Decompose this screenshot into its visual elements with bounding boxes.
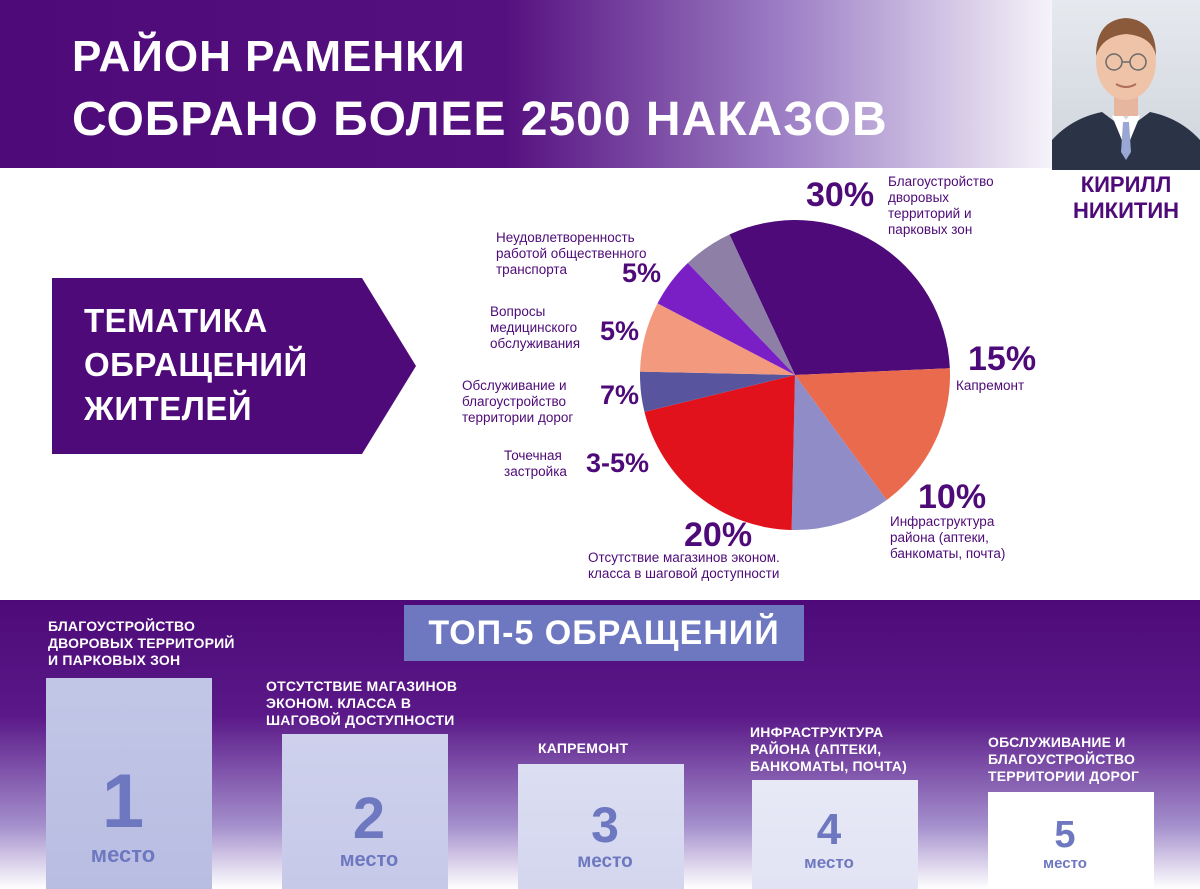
portrait-illustration: [1052, 18, 1200, 170]
pie-category-label: Инфраструктура района (аптеки, банкоматы…: [890, 514, 1006, 561]
pie-category-label: Обслуживание и благоустройство территори…: [462, 378, 574, 425]
header-banner: РАЙОН РАМЕНКИ СОБРАНО БОЛЕЕ 2500 НАКАЗОВ: [0, 0, 1200, 168]
rank-3-place: место: [577, 851, 633, 872]
pie-slice-4: [640, 371, 795, 412]
pie-value-label: 5%: [622, 258, 662, 288]
pie-slice-7: [687, 234, 795, 375]
rank-4-bar: [752, 780, 918, 889]
rank-5-title: ОБСЛУЖИВАНИЕ И БЛАГОУСТРОЙСТВО ТЕРРИТОРИ…: [988, 734, 1140, 784]
pie-slice-6: [657, 263, 795, 375]
pie-category-label: Точечная застройка: [504, 448, 567, 479]
rank-4-place: место: [804, 853, 854, 872]
rank-1-number: 1: [101, 759, 145, 844]
rank-3-bar: [518, 764, 684, 889]
rank-3-title: КАПРЕМОНТ: [538, 740, 629, 756]
person-photo: [1052, 0, 1200, 170]
pie-value-label: 7%: [600, 380, 640, 410]
rank-2-title: ОТСУТСТВИЕ МАГАЗИНОВ ЭКОНОМ. КЛАССА В ША…: [266, 678, 458, 728]
rank-1-place: место: [90, 842, 156, 867]
page-title-line-1: РАЙОН РАМЕНКИ: [72, 32, 466, 81]
pie-value-label: 30%: [806, 176, 875, 214]
pie-slice-1: [795, 368, 950, 500]
rank-5-number: 5: [1054, 814, 1076, 856]
theme-title-line-2: ОБРАЩЕНИЙ: [84, 346, 308, 383]
rank-2-bar: [282, 734, 448, 889]
pie-value-label: 15%: [968, 340, 1037, 378]
pie-value-label: 3-5%: [586, 448, 650, 478]
theme-title-line-3: ЖИТЕЛЕЙ: [84, 390, 253, 427]
pie-category-label: Отсутствие магазинов эконом. класса в ша…: [588, 550, 780, 581]
person-name: КИРИЛЛ НИКИТИН: [1060, 172, 1192, 224]
pie-value-label: 5%: [600, 316, 640, 346]
person-first-name: КИРИЛЛ: [1080, 172, 1172, 197]
pie-category-label: Неудовлетворенность работой общественног…: [496, 230, 647, 277]
rank-1-title: БЛАГОУСТРОЙСТВО ДВОРОВЫХ ТЕРРИТОРИЙ И ПА…: [48, 618, 235, 668]
person-last-name: НИКИТИН: [1072, 198, 1180, 223]
pie-slice-2: [791, 375, 887, 530]
rank-5-place: место: [1043, 855, 1087, 872]
top5-title: ТОП-5 ОБРАЩЕНИЙ: [404, 605, 804, 661]
rank-5-bar: [988, 792, 1154, 889]
pie-value-label: 10%: [918, 478, 987, 516]
rank-4-number: 4: [816, 805, 842, 854]
rank-1-bar: [46, 678, 212, 889]
rank-2-number: 2: [352, 786, 386, 851]
theme-arrow-shape: [52, 278, 416, 454]
rank-3-number: 3: [591, 797, 619, 853]
pie-slice-5: [640, 303, 795, 375]
page-title-line-2: СОБРАНО БОЛЕЕ 2500 НАКАЗОВ: [72, 93, 888, 146]
pie-slice-0: [729, 219, 950, 375]
pie-category-label: Благоустройство дворовых территорий и па…: [888, 174, 994, 237]
pie-value-label: 20%: [684, 516, 753, 554]
pie-chart: [640, 219, 950, 530]
rank-2-place: место: [339, 849, 399, 871]
theme-title-line-1: ТЕМАТИКА: [84, 302, 268, 339]
pie-slice-3: [644, 375, 795, 530]
rank-4-title: ИНФРАСТРУКТУРА РАЙОНА (АПТЕКИ, БАНКОМАТЫ…: [750, 724, 907, 774]
pie-category-label: Вопросы медицинского обслуживания: [490, 304, 581, 351]
pie-category-label: Капремонт: [956, 378, 1025, 393]
